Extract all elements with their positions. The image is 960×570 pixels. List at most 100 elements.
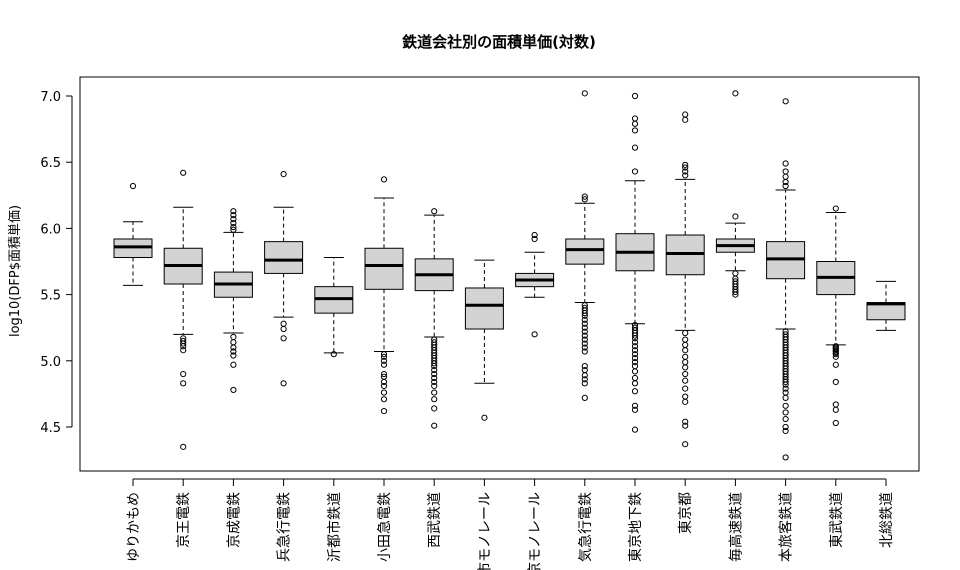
outlier-point: [631, 127, 639, 134]
outlier-point: [581, 310, 588, 317]
outlier-point: [380, 353, 388, 360]
outlier-point: [581, 328, 588, 335]
y-axis-label: log10(DFP$面積単価): [7, 205, 23, 337]
outlier-point: [230, 361, 237, 368]
x-axis: ゆりかもめ 京王電鉄 京成電鉄 兵急行電鉄 沂都市鉄道 小田急電鉄 西武鉄道 市モノレール 京モ…: [126, 478, 895, 570]
box-group: [816, 205, 856, 427]
outlier-point: [782, 415, 789, 423]
outlier-point: [631, 115, 639, 122]
y-tick-label: 4.5: [40, 421, 61, 436]
outlier-point: [581, 90, 588, 97]
box-group: [364, 176, 404, 415]
outlier-point: [581, 320, 588, 327]
outlier-point: [581, 340, 588, 347]
outlier-point: [682, 393, 689, 400]
outlier-point: [832, 401, 839, 408]
outlier-point: [581, 344, 588, 351]
outlier-point: [782, 409, 789, 416]
outlier-point: [682, 168, 689, 175]
outlier-point: [631, 402, 639, 409]
outlier-point: [581, 362, 588, 370]
x-tick-label: 沂都市鉄道: [326, 492, 343, 562]
outlier-point: [581, 332, 588, 339]
x-tick-label: 気急行電鉄: [578, 492, 594, 562]
x-tick-label: 東武鉄道: [829, 492, 845, 548]
outlier-point: [631, 368, 639, 375]
outlier-point: [782, 385, 789, 392]
box-group: [565, 90, 605, 401]
outlier-point: [431, 366, 438, 374]
outlier-point: [531, 235, 538, 243]
outlier-point: [732, 213, 739, 220]
outlier-point: [380, 351, 388, 358]
outlier-point: [682, 164, 689, 171]
chart-title: 鉄道会社別の面積単価(対数): [402, 33, 596, 51]
outlier-point: [280, 335, 287, 342]
box-group: [766, 98, 806, 461]
outlier-point: [380, 370, 388, 378]
outlier-point: [230, 208, 237, 215]
outlier-point: [832, 419, 839, 427]
outlier-point: [631, 335, 639, 342]
outlier-point: [431, 422, 438, 429]
outlier-point: [631, 339, 639, 346]
outlier-point: [581, 336, 588, 343]
outlier-point: [180, 347, 187, 354]
x-tick-label: 東京都: [678, 492, 694, 534]
y-tick-label: 7.0: [40, 90, 61, 105]
outlier-point: [280, 320, 287, 327]
outlier-point: [280, 325, 287, 333]
outlier-point: [782, 182, 789, 190]
outlier-point: [682, 329, 689, 337]
outlier-point: [782, 427, 789, 435]
y-tick-label: 5.5: [40, 289, 61, 304]
outlier-point: [280, 171, 287, 178]
x-tick-label: 西武鉄道: [427, 492, 443, 548]
outlier-point: [581, 324, 588, 331]
outlier-point: [631, 374, 639, 382]
outlier-point: [782, 454, 789, 461]
outlier-point: [230, 333, 237, 341]
iqr-box: [565, 238, 605, 265]
outlier-point: [631, 426, 639, 433]
box-group: [264, 171, 304, 387]
outlier-point: [431, 370, 438, 378]
outlier-point: [431, 378, 438, 386]
outlier-point: [631, 347, 639, 354]
outlier-point: [631, 92, 639, 100]
outlier-point: [682, 398, 689, 405]
outlier-point: [129, 182, 137, 190]
outlier-point: [230, 339, 237, 346]
outlier-point: [782, 168, 789, 175]
outlier-point: [230, 348, 237, 355]
outlier-point: [380, 408, 388, 415]
outlier-point: [631, 359, 639, 366]
box-group: [615, 92, 655, 433]
outlier-point: [782, 423, 789, 431]
outlier-point: [180, 343, 187, 350]
outlier-point: [682, 341, 689, 349]
plot-frame: [79, 76, 920, 472]
outlier-point: [682, 353, 689, 360]
outlier-point: [431, 396, 438, 403]
outlier-point: [832, 353, 839, 360]
outlier-point: [782, 394, 789, 401]
outlier-point: [581, 394, 588, 401]
outlier-point: [180, 340, 187, 347]
x-tick-label: 小田急電鉄: [377, 492, 393, 562]
outlier-point: [481, 414, 488, 421]
box-group: [715, 90, 755, 298]
outlier-point: [631, 406, 639, 413]
outlier-point: [682, 347, 689, 354]
outlier-point: [431, 374, 438, 382]
x-tick-label: 京モノレール: [528, 492, 544, 570]
outlier-point: [230, 223, 237, 231]
outlier-point: [431, 360, 438, 367]
x-tick-label: 京王電鉄: [176, 492, 192, 548]
outlier-point: [682, 336, 689, 343]
outlier-point: [631, 144, 639, 151]
outlier-point: [180, 169, 187, 176]
outlier-point: [682, 161, 689, 168]
